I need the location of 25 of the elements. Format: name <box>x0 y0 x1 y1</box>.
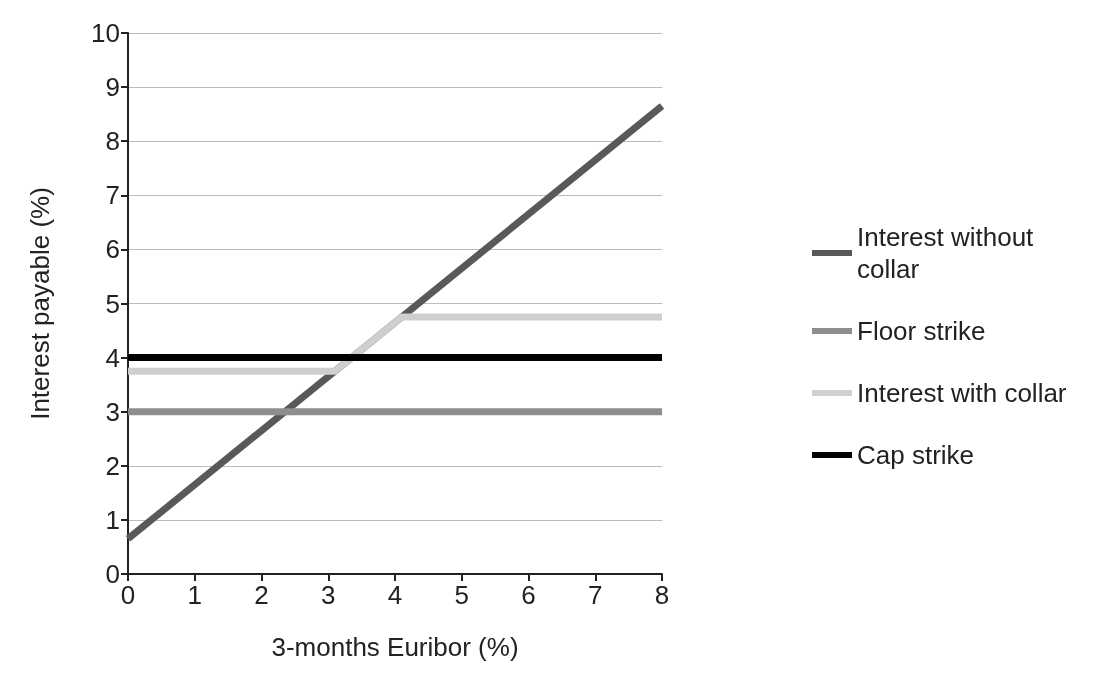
x-axis-title: 3-months Euribor (%) <box>271 632 519 662</box>
x-tick-label: 2 <box>254 580 269 610</box>
x-tick-label: 6 <box>521 580 536 610</box>
y-tick-label: 8 <box>105 126 120 157</box>
legend-label: Interest with collar <box>857 378 1067 408</box>
legend-label: Cap strike <box>857 440 975 470</box>
y-tick-label: 1 <box>105 504 120 535</box>
y-tick-label: 7 <box>105 180 120 211</box>
x-tick-label: 1 <box>187 580 202 610</box>
y-tick-label: 2 <box>105 450 120 481</box>
x-tick-label: 8 <box>654 580 670 610</box>
y-tick-label: 10 <box>91 18 120 48</box>
y-tick-label: 3 <box>105 396 120 427</box>
y-tick-label: 4 <box>105 342 120 373</box>
legend-label: Interest without collar <box>857 222 1041 284</box>
x-tick-label: 4 <box>387 580 403 610</box>
y-tick-label: 9 <box>105 72 120 103</box>
x-tick-label: 3 <box>321 580 336 610</box>
x-tick-label: 7 <box>588 580 603 610</box>
y-tick-label: 0 <box>105 559 120 589</box>
y-axis-title: Interest payable (%) <box>25 187 55 420</box>
legend-label: Floor strike <box>857 316 986 346</box>
y-tick-label: 6 <box>105 234 120 265</box>
x-tick-label: 5 <box>454 580 469 610</box>
y-tick-label: 5 <box>105 288 120 319</box>
